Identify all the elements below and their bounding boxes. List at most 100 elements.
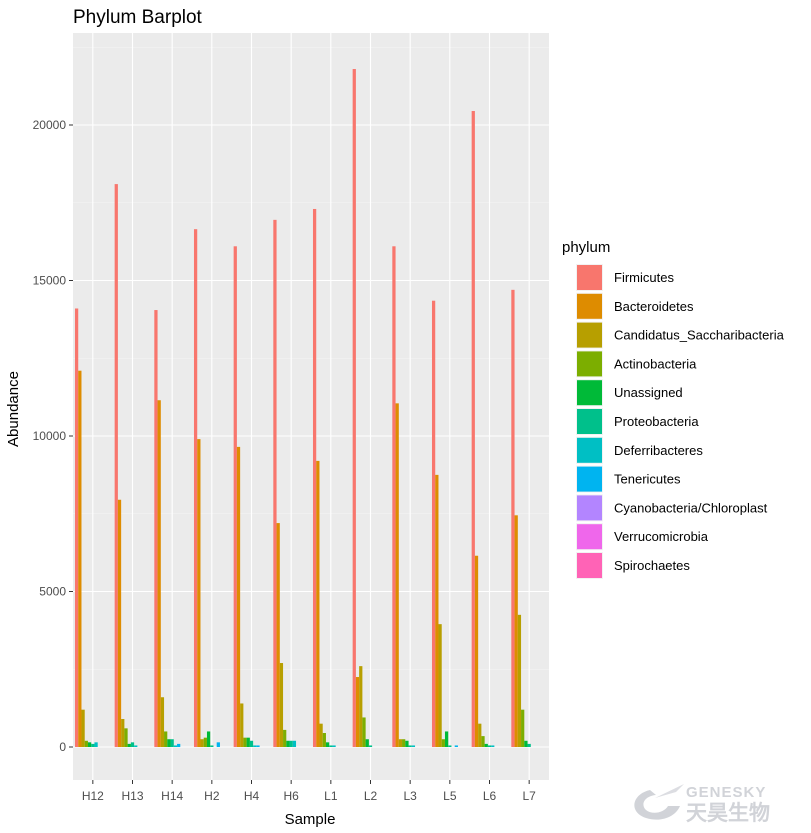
legend-swatch (577, 524, 602, 550)
legend-title: phylum (562, 239, 610, 256)
bar (164, 731, 168, 747)
bar (329, 745, 333, 747)
bar (332, 745, 336, 747)
bar (316, 460, 320, 747)
bar (368, 745, 373, 747)
bar (256, 745, 260, 747)
x-tick-label: H13 (121, 789, 143, 803)
legend-swatch (577, 351, 602, 377)
y-axis-title: Abundance (5, 371, 22, 447)
genesky-logo-icon (634, 784, 684, 820)
bar (398, 739, 403, 747)
bar (124, 728, 128, 747)
bar (408, 745, 412, 747)
genesky-watermark: GENESKY 天昊生物 (634, 784, 770, 825)
gridlines (73, 33, 549, 780)
legend-label: Proteobacteria (614, 414, 699, 429)
bar (454, 745, 458, 747)
legend-label: Firmicutes (614, 270, 674, 285)
y-tick-label: 0 (59, 740, 66, 754)
legend-swatch (577, 409, 602, 434)
bar (478, 723, 482, 747)
x-tick-label: L3 (403, 789, 417, 803)
bar (130, 742, 135, 747)
bar (117, 499, 122, 747)
bar (177, 743, 181, 747)
y-axis-ticks: 0 5000 10000 15000 20000 (33, 118, 73, 754)
x-tick-label: L1 (324, 789, 338, 803)
legend-label: Verrucomicrobia (614, 529, 709, 544)
watermark-brand-en: GENESKY (686, 784, 766, 801)
panel-background (73, 33, 549, 780)
x-axis-ticks: H12 H13 H14 H2 H4 H6 L1 L2 L3 L5 L6 L7 (82, 780, 536, 803)
x-tick-label: L5 (443, 789, 457, 803)
bar (210, 745, 214, 747)
y-tick-label: 5000 (39, 585, 66, 599)
bar (524, 740, 528, 747)
x-tick-label: H12 (82, 789, 104, 803)
bar (362, 717, 366, 747)
bar (487, 745, 492, 747)
bar (514, 515, 518, 747)
bar (74, 308, 79, 747)
y-tick-label: 20000 (33, 118, 67, 132)
bar (273, 219, 277, 748)
bar (402, 739, 406, 747)
legend-swatch (577, 495, 602, 521)
bar (481, 736, 485, 747)
bar (322, 733, 326, 747)
bar (521, 709, 525, 747)
bar (283, 729, 287, 747)
bar (253, 745, 257, 747)
bar (78, 370, 82, 747)
bar (167, 739, 171, 747)
legend: phylum Firmicutes Bacteroidetes Candidatus… (562, 239, 785, 579)
bar (127, 743, 131, 747)
x-axis-title: Sample (285, 811, 336, 828)
bar (200, 739, 204, 747)
bar (134, 745, 138, 747)
bar (246, 737, 250, 747)
bar (438, 624, 442, 747)
bar (444, 731, 449, 747)
bar (395, 403, 399, 747)
bar (474, 555, 479, 747)
bar (236, 446, 241, 747)
bar (243, 737, 247, 747)
bar (193, 229, 198, 747)
bar (203, 737, 207, 747)
x-tick-label: L7 (522, 789, 536, 803)
legend-label: Deferribacteres (614, 443, 703, 458)
bar (94, 742, 98, 747)
legend-swatch (577, 437, 602, 463)
bar (405, 740, 409, 747)
bar (114, 184, 118, 748)
legend-swatch (577, 265, 602, 290)
x-tick-label: H6 (283, 789, 299, 803)
bar (491, 745, 495, 747)
legend-swatch (577, 322, 602, 348)
bar (84, 740, 88, 747)
bar (87, 742, 92, 747)
bar (276, 523, 280, 747)
bar (411, 745, 416, 747)
bar (355, 677, 360, 747)
chart-title: Phylum Barplot (73, 7, 203, 28)
plot-panel (73, 33, 549, 780)
bar (91, 743, 95, 747)
bar (286, 740, 290, 747)
x-tick-label: L6 (483, 789, 497, 803)
bar (233, 246, 237, 748)
legend-label: Bacteroidetes (614, 299, 694, 314)
bar (471, 111, 475, 747)
legend-label: Spirochaetes (614, 558, 690, 573)
legend-label: Tenericutes (614, 472, 681, 487)
bar (431, 300, 436, 747)
bar (312, 208, 317, 748)
watermark-brand-cn: 天昊生物 (686, 801, 770, 825)
bar (511, 289, 515, 747)
bar (170, 739, 174, 747)
bar (325, 742, 330, 747)
bar (359, 666, 363, 747)
